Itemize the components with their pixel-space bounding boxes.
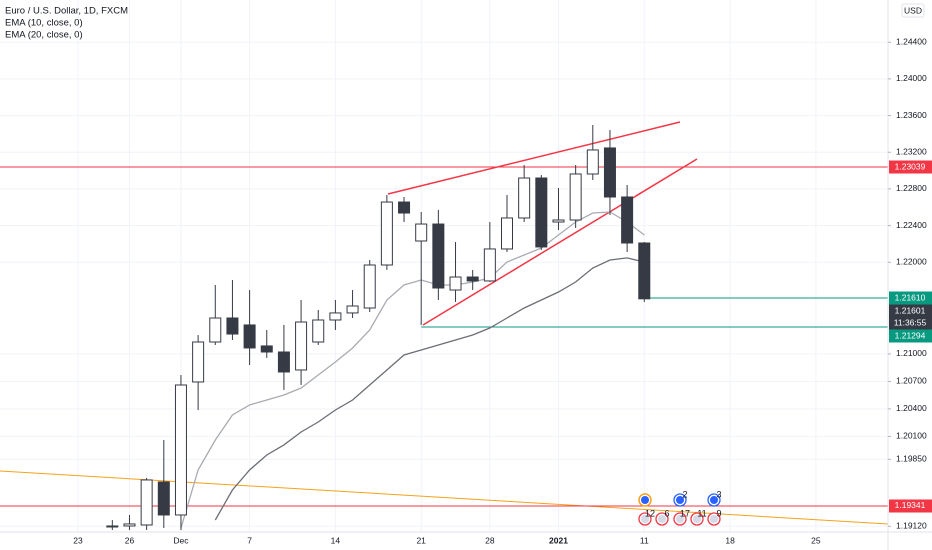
currency: USD xyxy=(904,5,922,15)
event-count: 2 xyxy=(682,489,687,499)
candle-body xyxy=(329,312,342,321)
level-price-label: 1.21610 xyxy=(895,292,926,302)
candle-body xyxy=(346,305,359,314)
candle-body xyxy=(123,523,136,527)
candle-body xyxy=(569,173,582,221)
event-flag xyxy=(693,515,701,523)
candle-body xyxy=(106,525,119,528)
event-count: 17 xyxy=(680,508,690,518)
y-tick-label: 1.22000 xyxy=(896,257,927,267)
chart-title: Euro / U.S. Dollar, 1D, FXCM xyxy=(5,6,128,17)
candle-body xyxy=(140,479,153,526)
y-tick-label: 1.20400 xyxy=(896,403,927,413)
level-price-label: 1.23039 xyxy=(895,161,926,171)
candle-body xyxy=(638,242,651,300)
candle-body xyxy=(586,149,599,175)
x-tick-label: Dec xyxy=(173,535,189,545)
candle-body xyxy=(277,351,290,373)
y-tick-label: 1.24000 xyxy=(896,73,927,83)
y-tick-label: 1.22400 xyxy=(896,220,927,230)
candle-body xyxy=(157,481,170,516)
candle-body xyxy=(295,321,308,371)
x-tick-label: 18 xyxy=(725,535,735,545)
events: 2 3 12 6 17 11 9 xyxy=(638,489,722,526)
event-flag xyxy=(710,496,718,504)
event-count: 12 xyxy=(645,508,655,518)
candle-body xyxy=(603,147,616,198)
currency-box[interactable] xyxy=(901,3,925,18)
level-price-label-bg xyxy=(889,160,932,174)
y-tick-label: 1.20100 xyxy=(896,431,927,441)
last-price-label: 1.21601 xyxy=(895,305,926,315)
x-tick-label: 26 xyxy=(125,535,135,545)
y-tick-label: 1.19850 xyxy=(896,454,927,464)
level-price-label: 1.19341 xyxy=(895,500,926,510)
event-flag xyxy=(676,515,684,523)
y-tick-label: 1.20700 xyxy=(896,376,927,386)
wedge-lower-line xyxy=(422,158,698,326)
y-tick-label: 1.21000 xyxy=(896,348,927,358)
y-tick-label: 1.19120 xyxy=(896,521,927,531)
candle-body xyxy=(415,223,428,242)
candle-body xyxy=(192,341,205,383)
y-tick-label: 1.23200 xyxy=(896,147,927,157)
ema-lines xyxy=(180,211,645,529)
level-price-label-bg xyxy=(889,499,932,513)
level-price-label: 1.21294 xyxy=(895,330,926,340)
candle-body xyxy=(483,248,496,282)
x-tick-label: 2021 xyxy=(549,535,568,545)
event-count: 6 xyxy=(664,508,669,518)
candle-body xyxy=(209,317,222,343)
candle-body xyxy=(501,217,513,250)
x-tick-label: 14 xyxy=(331,535,341,545)
level-price-label-bg xyxy=(889,291,932,305)
candle-body xyxy=(466,276,479,282)
x-tick-label: 28 xyxy=(485,535,495,545)
y-tick-label: 1.24400 xyxy=(896,37,927,47)
x-tick-label: 11 xyxy=(640,535,649,545)
event-flag xyxy=(676,496,684,504)
y-tick-label: 1.22800 xyxy=(896,183,927,193)
indicator-label: EMA (10, close, 0) xyxy=(5,18,83,29)
event-flag xyxy=(710,515,718,523)
ema-line xyxy=(214,257,645,521)
event-count: 11 xyxy=(697,508,706,518)
candle-body xyxy=(380,201,393,266)
event-flag xyxy=(641,496,649,504)
candle-body xyxy=(449,276,462,291)
candle-body xyxy=(174,384,187,516)
y-tick-label: 1.23600 xyxy=(896,110,927,120)
x-tick-label: 25 xyxy=(811,535,821,545)
wedge-upper-line xyxy=(387,121,681,195)
candle-body xyxy=(363,264,376,309)
candle-body xyxy=(398,201,411,214)
x-tick-label: 21 xyxy=(416,535,426,545)
level-price-label-bg xyxy=(889,329,932,343)
candle-body xyxy=(621,196,634,244)
price-axis-bg xyxy=(888,0,932,550)
axis-labels: 1.24400 1.24000 1.23600 1.23200 1.22800 1.224… xyxy=(73,37,932,545)
candle-body xyxy=(552,219,565,223)
candle-body xyxy=(535,177,548,248)
candle-body xyxy=(226,317,239,335)
last-price-label-bg xyxy=(889,304,932,330)
candle-body xyxy=(312,319,325,343)
candle-body xyxy=(243,324,256,349)
candle-body xyxy=(260,345,273,353)
event-count: 9 xyxy=(716,508,721,518)
x-tick-label: 7 xyxy=(247,535,252,545)
event-flag xyxy=(641,515,649,523)
grid xyxy=(0,0,888,532)
x-tick-label: 23 xyxy=(73,535,83,545)
event-flag xyxy=(658,515,666,523)
event-count: 3 xyxy=(716,489,721,499)
candles xyxy=(106,125,651,531)
ema-line xyxy=(180,211,645,529)
indicator-label: EMA (20, close, 0) xyxy=(5,30,83,41)
countdown: 11:36:55 xyxy=(894,317,927,327)
candle-body xyxy=(518,177,531,219)
candle-body xyxy=(432,223,445,289)
